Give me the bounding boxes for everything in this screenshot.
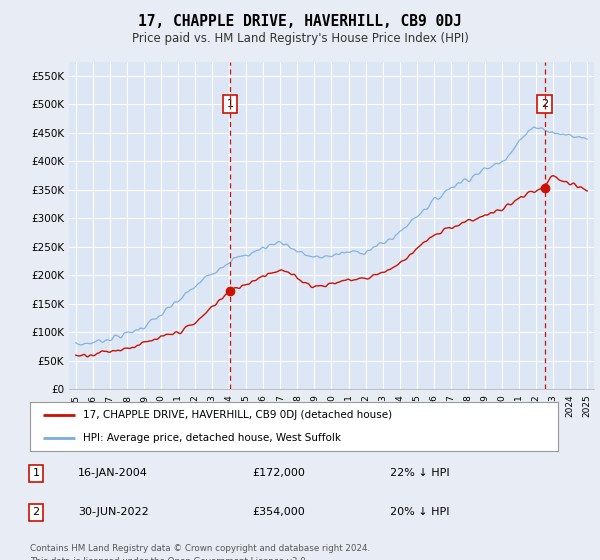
Text: 20% ↓ HPI: 20% ↓ HPI xyxy=(390,507,449,517)
Text: 2: 2 xyxy=(32,507,40,517)
Text: 2: 2 xyxy=(541,99,548,109)
Text: Price paid vs. HM Land Registry's House Price Index (HPI): Price paid vs. HM Land Registry's House … xyxy=(131,32,469,45)
Text: £354,000: £354,000 xyxy=(252,507,305,517)
Text: 17, CHAPPLE DRIVE, HAVERHILL, CB9 0DJ: 17, CHAPPLE DRIVE, HAVERHILL, CB9 0DJ xyxy=(138,14,462,29)
Text: HPI: Average price, detached house, West Suffolk: HPI: Average price, detached house, West… xyxy=(83,433,341,444)
Text: 1: 1 xyxy=(32,468,40,478)
Text: 1: 1 xyxy=(226,99,233,109)
Text: 30-JUN-2022: 30-JUN-2022 xyxy=(78,507,149,517)
Text: Contains HM Land Registry data © Crown copyright and database right 2024.
This d: Contains HM Land Registry data © Crown c… xyxy=(30,544,370,560)
Text: 16-JAN-2004: 16-JAN-2004 xyxy=(78,468,148,478)
Text: £172,000: £172,000 xyxy=(252,468,305,478)
Text: 17, CHAPPLE DRIVE, HAVERHILL, CB9 0DJ (detached house): 17, CHAPPLE DRIVE, HAVERHILL, CB9 0DJ (d… xyxy=(83,410,392,421)
Text: 22% ↓ HPI: 22% ↓ HPI xyxy=(390,468,449,478)
